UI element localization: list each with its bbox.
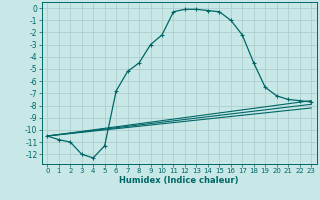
X-axis label: Humidex (Indice chaleur): Humidex (Indice chaleur) [119,176,239,185]
